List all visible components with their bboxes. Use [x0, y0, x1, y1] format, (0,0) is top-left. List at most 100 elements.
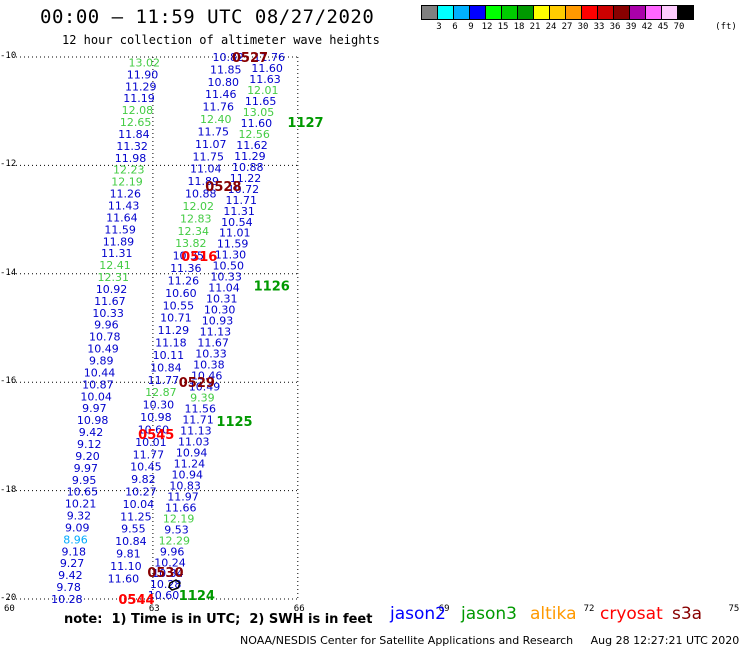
map-subtitle: 12 hour collection of altimeter wave hei…	[62, 33, 380, 47]
wave-height-value: 10.65	[67, 486, 99, 499]
wave-height-value: 11.76	[254, 51, 286, 64]
longitude-label: 69	[438, 604, 450, 614]
longitude-label: 66	[293, 604, 305, 614]
wave-height-value: 10.28	[51, 593, 83, 606]
wave-height-value: 9.09	[65, 521, 90, 534]
footer-credit: NOAA/NESDIS Center for Satellite Applica…	[240, 634, 740, 647]
wave-height-value: 10.30	[204, 304, 236, 317]
wave-height-value: 8.96	[63, 533, 88, 546]
legend-label: 21	[529, 22, 541, 32]
wave-height-value: 12.83	[180, 212, 212, 225]
wave-height-value: 11.75	[198, 125, 230, 138]
wave-height-value: 10.78	[89, 331, 121, 344]
satellite-legend-altika: altika	[530, 604, 577, 624]
wave-height-value: 9.32	[67, 510, 92, 523]
wave-height-value: 12.19	[111, 176, 143, 189]
wave-height-value: 11.60	[108, 572, 140, 585]
legend-label: 15	[497, 22, 509, 32]
satellite-legend-cryosat: cryosat	[600, 604, 663, 624]
pass-time-label: 1126	[254, 280, 290, 295]
wave-height-value: 11.84	[118, 128, 150, 141]
wave-height-value: 10.33	[92, 307, 124, 320]
wave-height-value: 10.82	[212, 51, 244, 64]
legend-label: 24	[545, 22, 557, 32]
legend-label: 18	[513, 22, 525, 32]
pass-time-label: 0530	[147, 566, 183, 581]
wave-height-value: 12.41	[99, 259, 131, 272]
wave-height-value: 11.32	[116, 140, 148, 153]
wave-height-value: 11.77	[148, 374, 180, 387]
wave-height-value: 11.90	[127, 68, 159, 81]
wave-height-value: 12.29	[159, 534, 191, 547]
pass-time-label: 1124	[179, 589, 215, 604]
wave-height-value: 12.31	[98, 271, 130, 284]
wave-height-value: 11.64	[106, 211, 138, 224]
wave-height-value: 11.71	[182, 413, 214, 426]
wave-height-value: 12.23	[113, 164, 145, 177]
wave-height-value: 11.31	[223, 205, 255, 218]
wave-height-value: 13.02	[128, 56, 160, 69]
wave-height-value: 11.77	[133, 448, 165, 461]
wave-height-value: 10.98	[77, 414, 109, 427]
pass-time-label: 1127	[287, 116, 323, 131]
pass-time-label: 0544	[118, 593, 154, 608]
wave-height-value: 9.97	[82, 402, 107, 415]
longitude-label: 72	[583, 604, 595, 614]
legend-label: 33	[593, 22, 605, 32]
wave-height-value: 10.84	[150, 361, 182, 374]
wave-height-value: 10.35	[173, 250, 205, 263]
wave-height-value: 11.04	[190, 163, 222, 176]
wave-height-value: 10.88	[185, 188, 217, 201]
wave-height-value: 10.34	[152, 567, 184, 580]
latitude-label: -10	[0, 51, 17, 61]
latitude-label: -12	[0, 159, 17, 170]
wave-height-value: 11.75	[193, 150, 225, 163]
wave-height-value: 11.24	[174, 457, 206, 470]
wave-height-value: 12.65	[120, 116, 152, 129]
wave-height-value: 11.60	[251, 62, 283, 75]
wave-height-value: 11.31	[101, 247, 133, 260]
pass-time-label: 0516	[181, 250, 217, 265]
wave-height-value: 10.88	[232, 161, 264, 174]
wave-height-value: 11.26	[110, 188, 142, 201]
wave-height-value: 10.60	[148, 589, 180, 602]
wave-height-value: 9.89	[89, 355, 114, 368]
wave-height-value: 11.56	[184, 402, 216, 415]
wave-height-value: 12.40	[200, 113, 232, 126]
wave-height-value: 9.55	[121, 523, 146, 536]
pass-time-label: 0528	[205, 180, 241, 195]
wave-height-value: 11.46	[205, 88, 237, 101]
wave-height-value: 11.10	[110, 560, 142, 573]
wave-height-value: 13.05	[243, 106, 275, 119]
wave-height-value: 12.19	[163, 512, 195, 525]
wave-height-value: 12.01	[247, 84, 279, 97]
wave-height-value: 10.49	[189, 381, 221, 394]
wave-height-value: 12.02	[183, 200, 215, 213]
wave-height-value: 9.97	[74, 462, 99, 475]
pass-time-label: 0529	[179, 376, 215, 391]
wave-height-value: 11.43	[108, 200, 140, 213]
island-outline	[168, 579, 181, 591]
wave-height-value: 11.67	[94, 295, 126, 308]
wave-height-value: 10.33	[210, 271, 242, 284]
wave-height-value: 10.50	[213, 260, 245, 273]
wave-height-value: 11.29	[234, 150, 266, 163]
wave-height-value: 9.53	[164, 523, 189, 536]
wave-height-value: 9.96	[94, 319, 119, 332]
wave-height-value: 11.60	[241, 117, 273, 130]
wave-height-value: 10.21	[65, 498, 97, 511]
wave-height-value: 10.93	[202, 315, 234, 328]
swh-color-legend	[421, 5, 694, 20]
satellite-legend-s3a: s3a	[672, 604, 703, 624]
wave-height-value: 12.87	[145, 386, 177, 399]
wave-height-value: 11.67	[197, 337, 229, 350]
longitude-label: 63	[148, 604, 160, 614]
wave-height-value: 10.24	[154, 556, 186, 569]
legend-label: 39	[625, 22, 637, 32]
wave-height-value: 11.71	[225, 194, 257, 207]
wave-height-value: 10.60	[165, 287, 197, 300]
pass-time-label: 0527	[232, 51, 268, 66]
wave-height-value: 10.55	[163, 299, 195, 312]
legend-swatch	[677, 5, 694, 20]
